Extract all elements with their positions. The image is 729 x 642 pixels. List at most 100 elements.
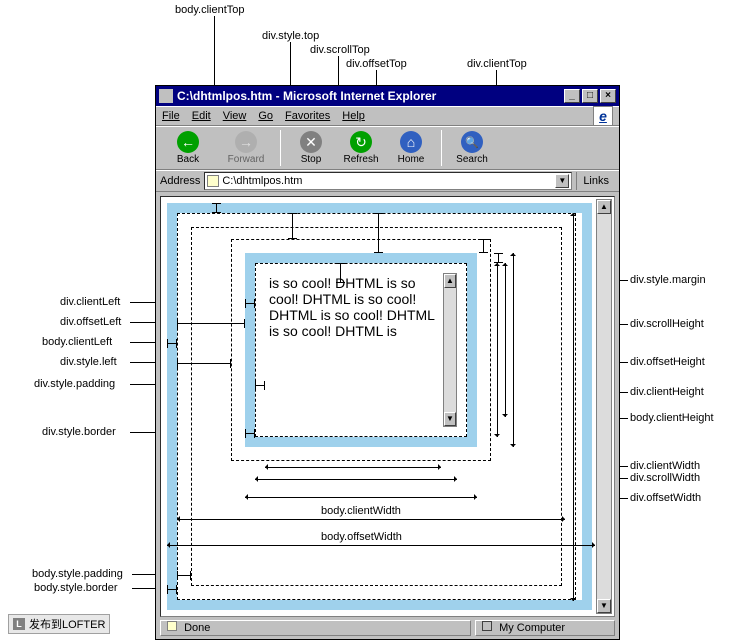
toolbar-separator [441, 130, 442, 166]
status-left-text: Done [184, 622, 210, 634]
menu-edit[interactable]: Edit [192, 110, 211, 122]
refresh-icon: ↻ [350, 131, 372, 153]
search-icon: 🔍 [461, 131, 483, 153]
menu-view[interactable]: View [223, 110, 247, 122]
status-bar: Done My Computer [160, 619, 615, 637]
menu-help[interactable]: Help [342, 110, 365, 122]
status-right-text: My Computer [499, 622, 565, 634]
back-icon: ← [177, 131, 199, 153]
lbl-body-clientTop-top: body.clientTop [175, 4, 245, 16]
lbl-div-scrollTop: div.scrollTop [310, 44, 370, 56]
scroll-up-icon[interactable]: ▲ [444, 274, 456, 288]
lbl-div-clientWidth: div.clientWidth [630, 460, 700, 472]
lbl-body-clientLeft: body.clientLeft [42, 336, 112, 348]
address-bar: Address C:\dhtmlpos.htm ▼ Links [156, 170, 619, 192]
dim-body-clientWidth [177, 519, 565, 520]
computer-icon [482, 621, 492, 631]
minimize-button[interactable]: _ [564, 89, 580, 103]
menubar: File Edit View Go Favorites Help e [156, 106, 619, 126]
dim-div-scrollWidth [255, 479, 457, 480]
lbl-div-offsetLeft: div.offsetLeft [60, 316, 121, 328]
lbl-div-clientTop-top: div.clientTop [467, 58, 527, 70]
stop-label: Stop [287, 154, 335, 165]
lbl-body-offsetWidth: body.offsetWidth [321, 531, 402, 543]
lbl-div-style-margin: div.style.margin [630, 274, 706, 286]
forward-icon: → [235, 131, 257, 153]
ie-logo-icon: e [593, 106, 613, 126]
dim-body-style-padding [177, 575, 191, 576]
lbl-div-offsetTop: div.offsetTop [346, 58, 407, 70]
dim-body-clientTop [216, 203, 217, 213]
lbl-div-offsetHeight: div.offsetHeight [630, 356, 705, 368]
dim-body-clientHeight [573, 213, 574, 601]
status-left: Done [160, 620, 471, 636]
toolbar-separator [280, 130, 281, 166]
page-scrollbar[interactable]: ▲ ▼ [596, 199, 612, 614]
menu-favorites[interactable]: Favorites [285, 110, 330, 122]
lofter-text: 发布到LOFTER [29, 616, 105, 632]
search-button[interactable]: 🔍 Search [448, 131, 496, 165]
lbl-div-style-border: div.style.border [42, 426, 116, 438]
stop-button[interactable]: ✕ Stop [287, 131, 335, 165]
titlebar: C:\dhtmlpos.htm - Microsoft Internet Exp… [156, 86, 619, 106]
div-scrollbar[interactable]: ▲ ▼ [443, 273, 457, 427]
lbl-body-style-padding: body.style.padding [32, 568, 123, 580]
home-button[interactable]: ⌂ Home [387, 131, 435, 165]
refresh-button[interactable]: ↻ Refresh [337, 131, 385, 165]
address-input[interactable]: C:\dhtmlpos.htm ▼ [204, 172, 572, 190]
lbl-div-offsetWidth: div.offsetWidth [630, 492, 701, 504]
dim-body-style-border [167, 589, 177, 590]
dim-div-style-border [245, 433, 255, 434]
lbl-div-scrollWidth: div.scrollWidth [630, 472, 700, 484]
ie-window: C:\dhtmlpos.htm - Microsoft Internet Exp… [155, 85, 620, 640]
dim-div-scrollTop [340, 263, 341, 283]
lbl-body-clientWidth: body.clientWidth [321, 505, 401, 517]
maximize-button[interactable]: □ [582, 89, 598, 103]
refresh-label: Refresh [337, 154, 385, 165]
dim-div-style-left [177, 363, 231, 364]
dim-div-offsetWidth [245, 497, 477, 498]
status-zone: My Computer [475, 620, 615, 636]
dim-div-offsetHeight [513, 253, 514, 447]
div-content: is so cool! DHTML is so cool! DHTML is s… [265, 273, 441, 427]
lbl-div-style-padding: div.style.padding [34, 378, 115, 390]
lofter-icon: L [13, 618, 25, 630]
back-button[interactable]: ← Back [160, 131, 216, 165]
lbl-div-style-top: div.style.top [262, 30, 319, 42]
forward-button[interactable]: → Forward [218, 131, 274, 165]
dim-div-style-top [292, 213, 293, 239]
scroll-down-icon[interactable]: ▼ [444, 412, 456, 426]
lbl-div-scrollHeight: div.scrollHeight [630, 318, 704, 330]
links-button[interactable]: Links [576, 172, 615, 190]
address-label: Address [160, 175, 200, 187]
dim-div-offsetLeft [177, 323, 245, 324]
toolbar: ← Back → Forward ✕ Stop ↻ Refresh ⌂ Home… [156, 126, 619, 170]
dim-div-offsetTop [378, 213, 379, 253]
menu-file[interactable]: File [162, 110, 180, 122]
document-viewport: ▲ ▼ is so cool! DHTML is so cool! DHTML … [160, 196, 615, 617]
address-dropdown-icon[interactable]: ▼ [555, 174, 569, 188]
dim-body-clientLeft [167, 343, 177, 344]
dim-div-clientHeight [505, 263, 506, 417]
dim-div-scrollHeight [497, 263, 498, 437]
lofter-badge[interactable]: L 发布到LOFTER [8, 614, 110, 634]
dim-div-style-padding [255, 385, 265, 386]
app-icon [159, 89, 173, 103]
dim-div-clientLeft [245, 303, 255, 304]
dim-div-style-margin [483, 239, 484, 253]
forward-label: Forward [218, 154, 274, 165]
window-title: C:\dhtmlpos.htm - Microsoft Internet Exp… [177, 89, 436, 103]
scroll-down-icon[interactable]: ▼ [597, 599, 611, 613]
lbl-body-clientHeight: body.clientHeight [630, 412, 714, 424]
search-label: Search [448, 154, 496, 165]
div-text: is so cool! DHTML is so cool! DHTML is s… [269, 275, 434, 339]
address-value: C:\dhtmlpos.htm [222, 175, 302, 187]
lbl-div-clientLeft: div.clientLeft [60, 296, 120, 308]
home-icon: ⌂ [400, 131, 422, 153]
page-icon [167, 621, 177, 631]
stop-icon: ✕ [300, 131, 322, 153]
scroll-up-icon[interactable]: ▲ [597, 200, 611, 214]
close-button[interactable]: × [600, 89, 616, 103]
menu-go[interactable]: Go [258, 110, 273, 122]
back-label: Back [160, 154, 216, 165]
